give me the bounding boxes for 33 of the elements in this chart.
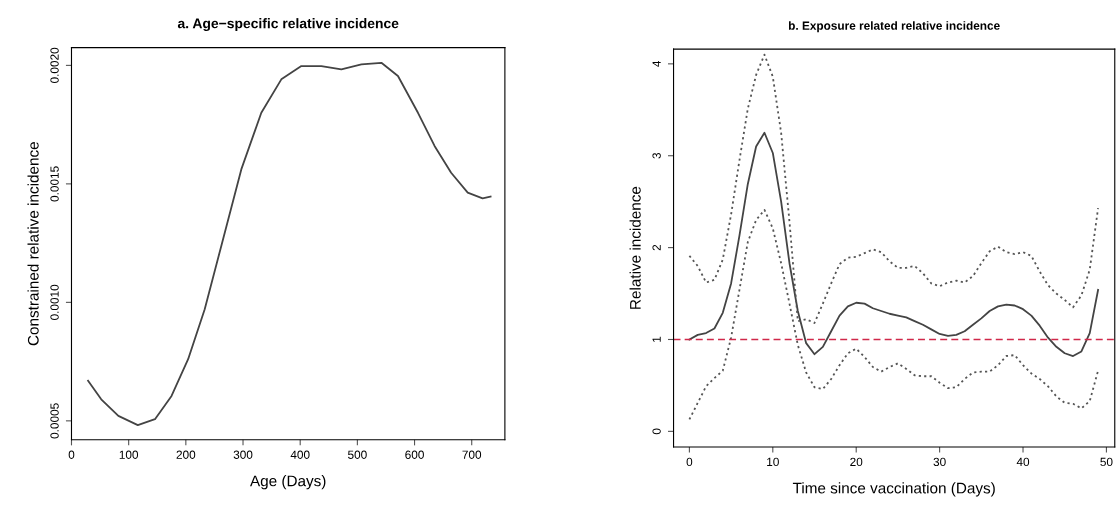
y-tick-label: 0 <box>652 428 661 435</box>
x-tick-label: 700 <box>462 450 482 459</box>
x-axis-title: Age (Days) <box>250 475 326 490</box>
x-tick-label: 30 <box>933 457 946 467</box>
y-tick-label: 0.0015 <box>50 166 59 202</box>
line-series <box>87 61 492 427</box>
chart-title: b. Exposure related relative incidence <box>788 21 1000 33</box>
x-tick-label: 500 <box>347 450 367 459</box>
x-tick-label: 20 <box>850 457 863 467</box>
x-tick-label: 0 <box>68 450 75 459</box>
line-series <box>688 53 1099 324</box>
line-series <box>688 131 1099 357</box>
y-tick-label: 0.0020 <box>50 47 59 83</box>
x-tick-label: 0 <box>686 457 693 467</box>
x-tick-label: 400 <box>290 450 310 459</box>
y-axis-title: Relative incidence <box>629 186 641 309</box>
x-tick-label: 40 <box>1016 457 1030 467</box>
x-tick-label: 10 <box>767 457 779 467</box>
x-tick-label: 300 <box>233 450 253 459</box>
x-tick-label: 50 <box>1100 457 1113 467</box>
x-tick-label: 100 <box>119 450 139 459</box>
x-axis-title: Time since vaccination (Days) <box>792 482 995 497</box>
chart-title: a. Age−specific relative incidence <box>177 18 399 32</box>
y-tick-label: 1 <box>652 336 661 342</box>
line-series <box>688 209 1099 421</box>
y-tick-label: 4 <box>652 60 661 67</box>
y-tick-label: 0.0010 <box>50 284 59 320</box>
x-tick-label: 200 <box>176 450 196 459</box>
y-tick-label: 2 <box>652 244 661 251</box>
x-tick-label: 600 <box>405 450 424 459</box>
y-tick-label: 0.0005 <box>50 403 59 439</box>
y-axis-title: Constrained relative incidence <box>27 142 39 346</box>
y-tick-label: 3 <box>652 152 661 159</box>
